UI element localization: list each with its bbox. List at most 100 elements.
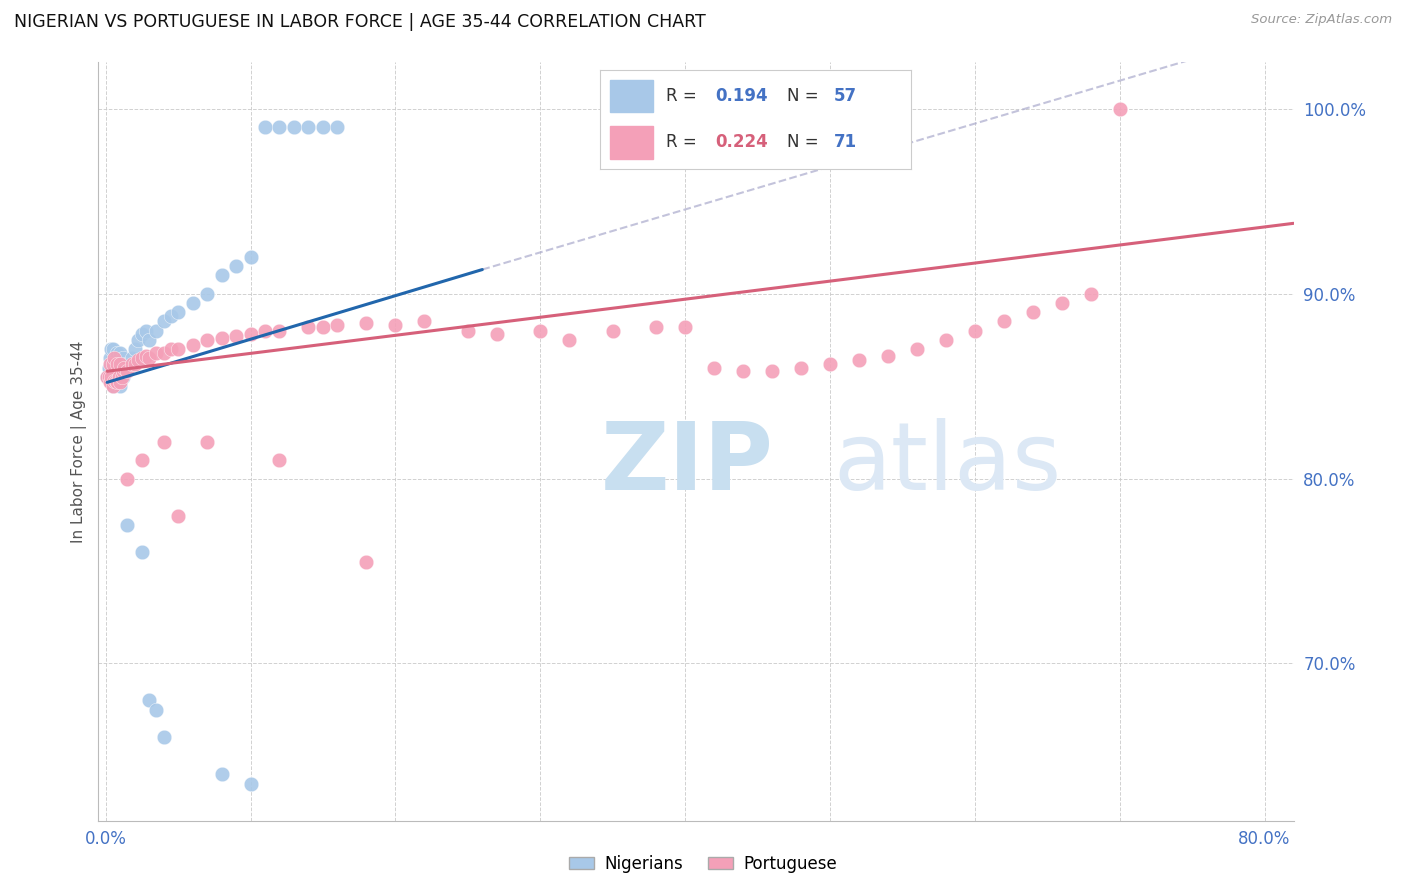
Point (167, 342, 190, 356)
Y-axis label: In Labor Force | Age 35-44: In Labor Force | Age 35-44 (72, 341, 87, 542)
Point (558, 333, 581, 347)
Point (152, 314, 174, 328)
Point (107, 355, 129, 369)
Point (1108, 102, 1130, 116)
Point (297, 120, 319, 135)
Point (131, 351, 153, 366)
Point (110, 369, 132, 384)
Point (131, 453, 153, 467)
Point (283, 120, 305, 135)
Point (104, 369, 127, 384)
Point (457, 324, 479, 338)
Point (167, 305, 190, 319)
Point (105, 357, 128, 371)
Point (97, 369, 120, 384)
Point (239, 777, 262, 791)
Point (108, 379, 131, 393)
Point (117, 517, 139, 532)
Point (160, 309, 183, 323)
Point (181, 338, 204, 352)
Point (326, 318, 349, 332)
Point (1080, 286, 1102, 301)
Point (103, 351, 125, 366)
Point (145, 345, 167, 359)
Point (97, 360, 120, 375)
Point (269, 324, 291, 338)
Point (110, 357, 132, 371)
Point (731, 364, 754, 378)
Point (107, 374, 129, 388)
Point (152, 345, 174, 359)
Point (100, 369, 122, 384)
Point (413, 314, 436, 328)
Point (138, 693, 160, 707)
Point (131, 545, 153, 559)
Text: atlas: atlas (834, 418, 1062, 510)
Point (1022, 305, 1045, 319)
Point (135, 324, 157, 338)
Text: ZIP: ZIP (600, 418, 773, 510)
Legend: Nigerians, Portuguese: Nigerians, Portuguese (562, 848, 844, 880)
Text: NIGERIAN VS PORTUGUESE IN LABOR FORCE | AGE 35-44 CORRELATION CHART: NIGERIAN VS PORTUGUESE IN LABOR FORCE | … (14, 13, 706, 31)
Point (253, 324, 276, 338)
Point (312, 120, 335, 135)
Point (135, 350, 157, 364)
Point (96, 369, 118, 384)
Point (112, 351, 135, 366)
Point (645, 319, 668, 334)
Point (98, 376, 121, 390)
Point (127, 333, 149, 347)
Point (312, 319, 335, 334)
Point (108, 376, 131, 390)
Point (98, 369, 121, 384)
Point (96, 369, 118, 384)
Point (115, 357, 138, 371)
Point (160, 342, 183, 356)
Point (356, 555, 378, 569)
Point (1050, 296, 1073, 310)
Point (181, 296, 204, 310)
Point (121, 351, 143, 366)
Point (98, 357, 121, 371)
Point (269, 120, 291, 135)
Point (105, 345, 128, 359)
Point (118, 357, 141, 371)
Point (117, 364, 139, 378)
Point (145, 324, 167, 338)
Point (935, 333, 957, 347)
Point (124, 342, 146, 356)
Point (105, 376, 128, 390)
Point (761, 364, 783, 378)
Point (195, 434, 218, 449)
Point (703, 360, 725, 375)
Point (121, 357, 143, 371)
Point (356, 316, 378, 330)
Point (790, 360, 813, 375)
Point (195, 333, 218, 347)
Point (127, 353, 149, 368)
Point (384, 318, 406, 332)
Point (104, 351, 127, 366)
Point (269, 453, 291, 467)
Text: Source: ZipAtlas.com: Source: ZipAtlas.com (1251, 13, 1392, 27)
Point (211, 767, 233, 781)
Point (225, 329, 247, 343)
Point (848, 353, 870, 368)
Point (103, 357, 125, 371)
Point (114, 360, 136, 375)
Point (167, 508, 190, 523)
Point (673, 319, 696, 334)
Point (195, 286, 218, 301)
Point (239, 250, 262, 264)
Point (117, 360, 139, 375)
Point (101, 342, 124, 356)
Point (145, 703, 167, 717)
Point (101, 379, 124, 393)
Point (485, 327, 508, 342)
Point (105, 376, 128, 390)
Point (108, 357, 131, 371)
Point (112, 369, 135, 384)
Point (326, 120, 349, 135)
Point (104, 374, 127, 388)
Point (602, 324, 624, 338)
